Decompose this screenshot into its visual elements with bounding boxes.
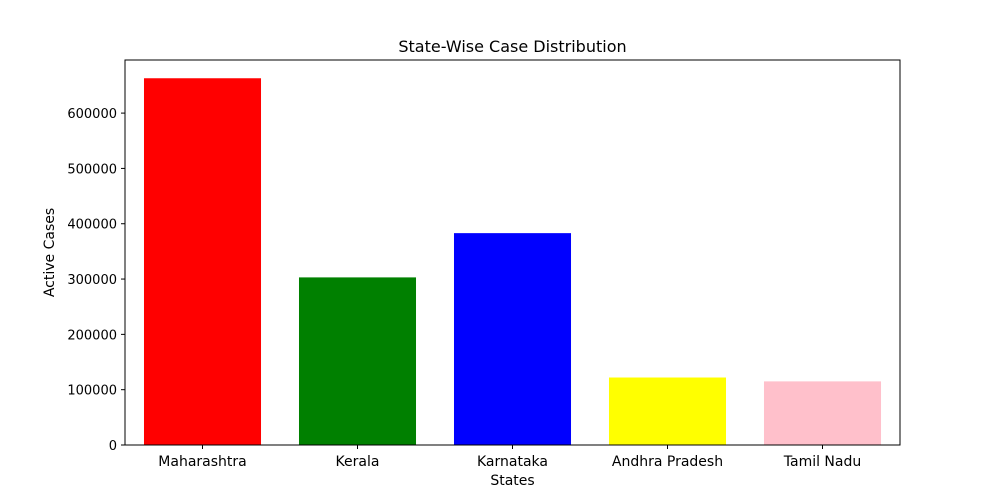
y-tick-label: 400000 xyxy=(67,218,117,233)
bar-tamil-nadu xyxy=(763,381,882,445)
y-tick-label: 600000 xyxy=(67,107,117,122)
x-axis-label: States xyxy=(490,473,534,489)
x-tick-label: Kerala xyxy=(336,454,380,470)
y-axis-label: Active Cases xyxy=(42,208,58,297)
plot-frame xyxy=(124,59,901,446)
x-axis: Maharashtra Kerala Karnataka Andhra Pradesh… xyxy=(158,445,861,470)
y-tick-label: 0 xyxy=(109,439,117,454)
chart-title: State-Wise Case Distribution xyxy=(398,37,626,56)
y-axis: 0 100000 200000 300000 400000 500000 600000 xyxy=(67,107,125,454)
bars-layer xyxy=(143,78,882,446)
bar-andhra-pradesh xyxy=(608,377,727,445)
y-tick-label: 100000 xyxy=(67,384,117,399)
x-tick-label: Maharashtra xyxy=(158,454,246,470)
x-tick-label: Andhra Pradesh xyxy=(612,454,723,470)
bar-kerala xyxy=(298,277,417,445)
bar-maharashtra xyxy=(143,78,262,446)
y-tick-label: 300000 xyxy=(67,273,117,288)
y-tick-label: 200000 xyxy=(67,328,117,343)
bar-karnataka xyxy=(453,233,572,445)
x-tick-label: Karnataka xyxy=(477,454,548,470)
y-tick-label: 500000 xyxy=(67,162,117,177)
x-tick-label: Tamil Nadu xyxy=(783,454,862,470)
